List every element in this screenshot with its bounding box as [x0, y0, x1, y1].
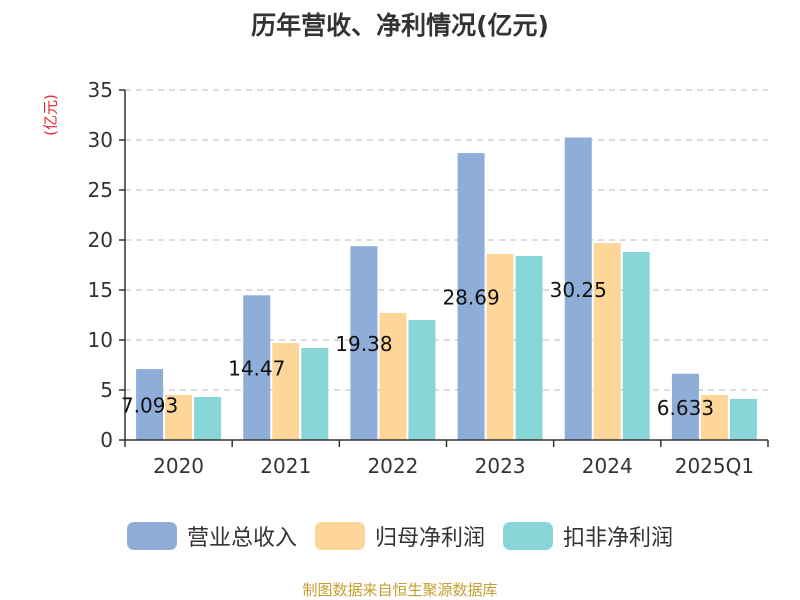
bar-2024-series-0 [564, 137, 592, 440]
y-tick-label: 10 [88, 328, 113, 352]
bar-2022-series-1 [379, 313, 407, 440]
data-label: 7.093 [121, 394, 178, 418]
legend: 营业总收入 归母净利润 扣非净利润 [0, 516, 800, 556]
x-tick-label: 2020 [153, 454, 204, 478]
bar-2024-series-2 [622, 252, 650, 440]
bars [136, 137, 757, 440]
y-tick-label: 20 [88, 228, 113, 252]
y-tick-label: 15 [88, 278, 113, 302]
axes: 0 5 10 15 20 25 30 35 2020 2021 2022 2023 2024 2025Q1 [88, 78, 769, 478]
x-tick-label: 2023 [475, 454, 526, 478]
bar-2023-series-0 [457, 153, 485, 440]
legend-swatch [126, 522, 177, 550]
bar-2023-series-2 [515, 256, 543, 440]
legend-item-series-2[interactable]: 扣非净利润 [503, 520, 673, 552]
legend-item-series-0[interactable]: 营业总收入 [126, 520, 297, 552]
bar-2020-series-1 [165, 395, 193, 440]
bar-2021-series-1 [272, 343, 300, 440]
legend-swatch [503, 522, 553, 550]
x-tick-label: 2024 [582, 454, 633, 478]
bar-chart: 0 5 10 15 20 25 30 35 2020 2021 2022 2023 2024 2025Q1… [88, 78, 769, 478]
legend-item-series-1[interactable]: 归母净利润 [314, 520, 485, 552]
bar-2025Q1-series-1 [700, 395, 728, 440]
data-label: 14.47 [228, 357, 285, 381]
y-tick-label: 0 [100, 428, 113, 452]
x-tick-label: 2022 [367, 454, 418, 478]
bar-2021-series-0 [243, 295, 271, 440]
gridlines [125, 89, 768, 391]
y-tick-label: 35 [88, 78, 113, 102]
data-label: 30.25 [550, 278, 607, 302]
data-label: 28.69 [442, 286, 499, 310]
bar-2023-series-1 [486, 254, 514, 440]
bar-2020-series-0 [136, 369, 164, 440]
data-labels: 7.093 14.47 19.38 28.69 30.25 6.633 [121, 278, 714, 420]
data-label: 6.633 [657, 396, 714, 420]
y-tick-label: 30 [88, 128, 113, 152]
bar-2025Q1-series-0 [671, 373, 699, 440]
bar-2020-series-2 [194, 397, 222, 440]
legend-label: 归母净利润 [374, 526, 485, 551]
y-tick-label: 25 [88, 178, 113, 202]
x-tick-label: 2021 [260, 454, 311, 478]
y-tick-label: 5 [100, 378, 113, 402]
bar-2022-series-2 [408, 320, 436, 440]
bar-2025Q1-series-2 [729, 399, 757, 440]
bar-2021-series-2 [301, 348, 329, 440]
data-label: 19.38 [335, 332, 392, 356]
legend-label: 扣非净利润 [563, 526, 674, 551]
source-note: 制图数据来自恒生聚源数据库 [302, 581, 498, 599]
legend-swatch [314, 522, 365, 550]
chart-title: 历年营收、净利情况(亿元) [251, 11, 549, 40]
x-tick-label: 2025Q1 [675, 454, 754, 478]
bar-2022-series-0 [350, 246, 378, 440]
legend-label: 营业总收入 [186, 526, 297, 551]
bar-2024-series-1 [593, 243, 621, 440]
